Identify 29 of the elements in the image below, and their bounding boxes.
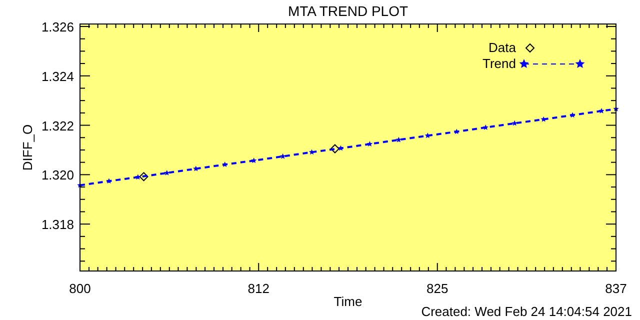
- x-tick-label: 812: [248, 281, 270, 296]
- x-tick-label: 800: [69, 281, 91, 296]
- y-tick-label: 1.318: [41, 217, 74, 232]
- point: [330, 144, 340, 154]
- point: [222, 162, 228, 167]
- point: [106, 178, 112, 184]
- x-tick-label: 837: [605, 281, 627, 296]
- x-axis-title: Time: [334, 294, 362, 309]
- y-axis-title: DIFF_O: [20, 124, 35, 171]
- point: [366, 141, 373, 146]
- x-tick-label: 825: [426, 281, 448, 296]
- point: [250, 158, 257, 164]
- point: [570, 112, 576, 118]
- point: [454, 128, 460, 134]
- point: [598, 108, 604, 114]
- y-tick-label: 1.326: [41, 19, 74, 34]
- point: [135, 174, 141, 180]
- point: [139, 172, 148, 182]
- point: [164, 170, 170, 176]
- point: [482, 124, 488, 130]
- legend-label: Data: [488, 40, 517, 55]
- legend-label: Trend: [482, 56, 516, 71]
- chart-title: MTA TREND PLOT: [288, 3, 408, 19]
- y-tick-label: 1.320: [41, 168, 74, 183]
- y-tick-label: 1.322: [41, 118, 74, 134]
- point: [512, 120, 518, 126]
- point: [338, 145, 344, 151]
- y-tick-label: 1.324: [41, 68, 74, 84]
- text: Created: Wed Feb 24 14:04:54 2021: [421, 304, 632, 319]
